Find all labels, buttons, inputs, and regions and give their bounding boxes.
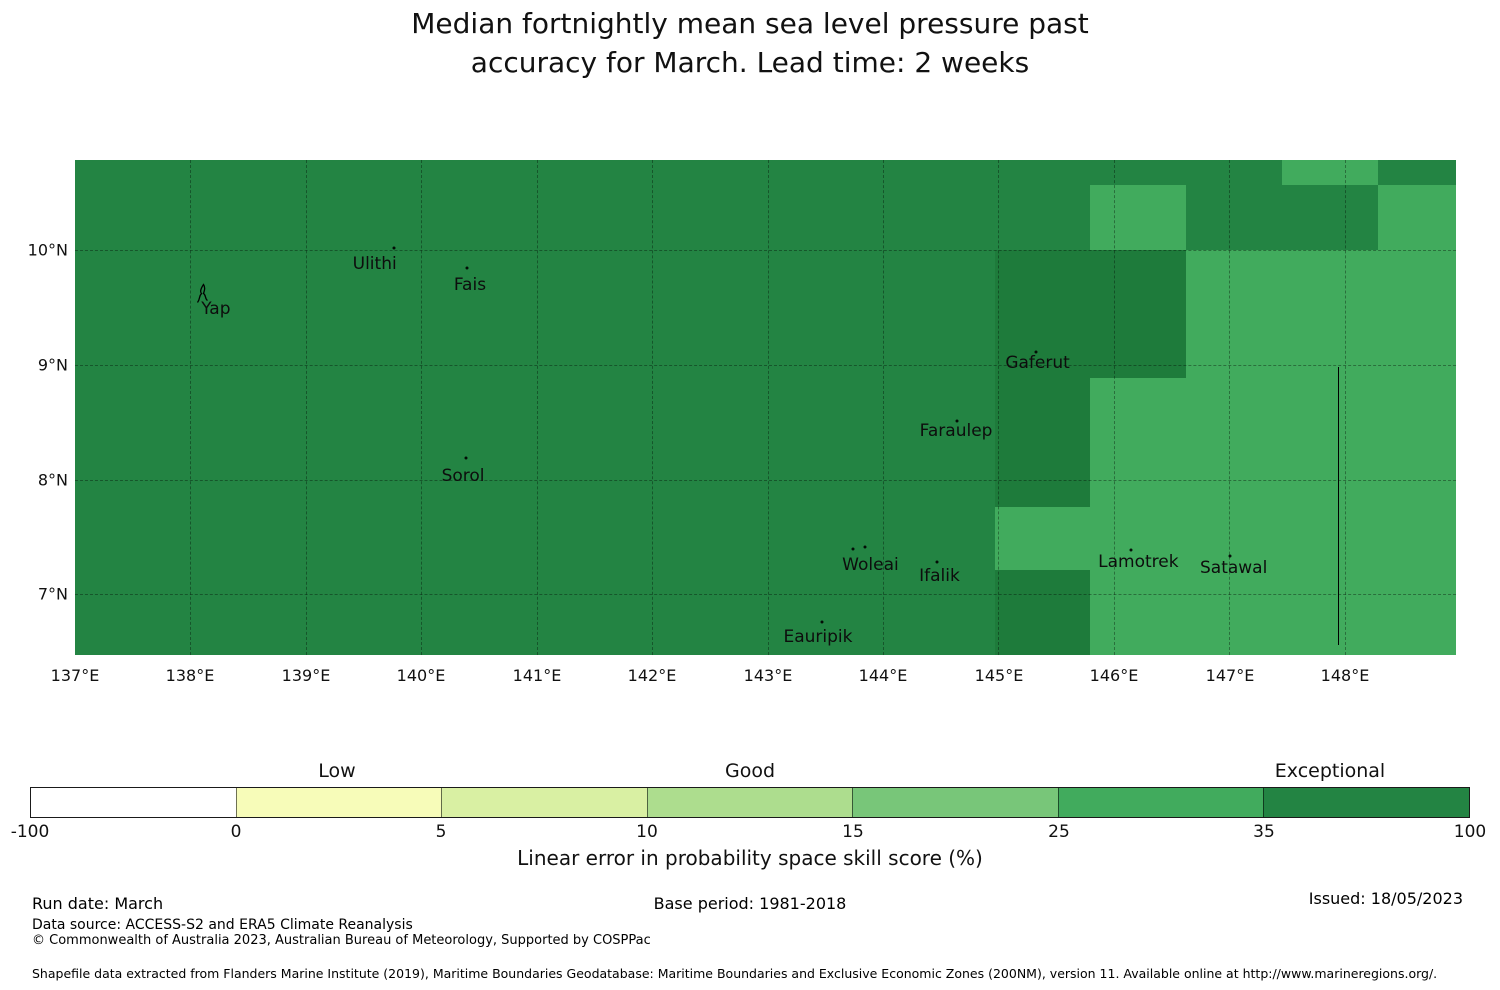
- island-marker-dot: [1129, 548, 1133, 552]
- latitude-gridline: [75, 249, 1456, 251]
- map-cell-bin-35-100: [995, 570, 1091, 655]
- footer-data-source: Data source: ACCESS-S2 and ERA5 Climate …: [32, 917, 413, 933]
- colorbar-tick-label: 0: [230, 822, 242, 842]
- island-marker-dot: [955, 419, 959, 423]
- x-tick-label: 139°E: [281, 666, 331, 685]
- map-cell-bin-25-35: [995, 506, 1091, 570]
- island-label-gaferut: Gaferut: [1005, 352, 1070, 373]
- island-label-fais: Fais: [453, 274, 487, 295]
- colorbar-segment-15to25: [852, 788, 1058, 817]
- footer-shapefile-note: Shapefile data extracted from Flanders M…: [32, 966, 1438, 981]
- latitude-gridline: [75, 364, 1456, 366]
- longitude-gridline: [1344, 160, 1346, 655]
- colorbar-segment-0to5: [235, 788, 442, 817]
- colorbar-segment-10to15: [646, 788, 853, 817]
- island-label-woleai: Woleai: [842, 554, 899, 575]
- footer-copyright: © Commonwealth of Australia 2023, Austra…: [32, 933, 651, 948]
- map-cell-bin-25-35: [1090, 377, 1186, 655]
- island-marker-dot: [465, 266, 469, 270]
- map-cell-bin-35-100: [995, 249, 1186, 378]
- y-tick-label: 9°N: [37, 355, 68, 375]
- island-marker-dot: [1228, 554, 1232, 558]
- colorbar-tick-label: 100: [1453, 822, 1487, 842]
- footer-run-date: Run date: March: [32, 894, 164, 913]
- eez-boundary-line: [1338, 366, 1340, 645]
- x-tick-label: 147°E: [1205, 666, 1255, 685]
- map-plot-area: Yap Ulithi Fais Sorol Gaferut Faraulep Woleai I…: [75, 160, 1456, 655]
- longitude-gridline: [190, 160, 192, 655]
- x-tick-label: 143°E: [743, 666, 793, 685]
- x-tick-label: 137°E: [50, 666, 100, 685]
- longitude-gridline: [652, 160, 654, 655]
- colorbar-segment-5to10: [441, 788, 647, 817]
- colorbar-tick-label: 10: [636, 822, 658, 842]
- colorbar-tick-label: 35: [1253, 822, 1275, 842]
- longitude-gridline: [883, 160, 885, 655]
- map-cell-bin-25-35: [1281, 160, 1378, 185]
- x-tick-label: 140°E: [396, 666, 446, 685]
- colorbar-segment-25to35: [1057, 788, 1264, 817]
- island-marker-dot: [1034, 350, 1038, 354]
- x-tick-label: 145°E: [974, 666, 1024, 685]
- island-label-lamotrek: Lamotrek: [1098, 551, 1179, 572]
- island-marker-dot: [392, 246, 396, 250]
- chart-title: Median fortnightly mean sea level pressu…: [0, 4, 1500, 82]
- y-tick-label: 8°N: [37, 470, 68, 490]
- x-tick-label: 144°E: [858, 666, 908, 685]
- longitude-gridline: [536, 160, 538, 655]
- longitude-gridline: [998, 160, 1000, 655]
- footer-issued-date: Issued: 18/05/2023: [1308, 889, 1463, 908]
- island-label-eauripik: Eauripik: [783, 627, 853, 648]
- colorbar-category-low: Low: [318, 760, 356, 782]
- x-tick-label: 141°E: [512, 666, 562, 685]
- colorbar-axis-label: Linear error in probability space skill …: [517, 846, 983, 870]
- longitude-gridline: [1229, 160, 1231, 655]
- footer-base-period: Base period: 1981-2018: [653, 894, 847, 913]
- island-label-sorol: Sorol: [441, 465, 485, 486]
- y-tick-label: 7°N: [37, 584, 68, 604]
- island-marker-dot: [935, 560, 939, 564]
- x-tick-label: 138°E: [165, 666, 215, 685]
- colorbar-tick-label: -100: [10, 822, 50, 842]
- colorbar-category-good: Good: [724, 760, 776, 782]
- colorbar-category-exceptional: Exceptional: [1274, 760, 1386, 782]
- island-label-yap: Yap: [201, 298, 231, 319]
- island-marker-dot: [863, 545, 867, 549]
- latitude-gridline: [75, 480, 1456, 482]
- x-tick-label: 142°E: [627, 666, 677, 685]
- island-label-ifalik: Ifalik: [919, 565, 960, 586]
- colorbar-segment-35to100: [1263, 788, 1470, 817]
- island-label-ulithi: Ulithi: [352, 253, 397, 274]
- colorbar-tick-label: 5: [435, 822, 447, 842]
- colorbar: [30, 787, 1470, 818]
- map-cell-bin-35-100: [995, 377, 1091, 507]
- colorbar-tick-label: 25: [1048, 822, 1070, 842]
- latitude-gridline: [75, 594, 1456, 596]
- map-cell-bin-25-35: [1186, 249, 1456, 655]
- island-marker-dot: [464, 456, 468, 460]
- x-tick-label: 148°E: [1320, 666, 1370, 685]
- map-cell-bin-25-35: [1377, 184, 1456, 250]
- longitude-gridline: [421, 160, 423, 655]
- island-label-satawal: Satawal: [1199, 557, 1268, 578]
- colorbar-tick-label: 15: [842, 822, 864, 842]
- chart-title-line2: accuracy for March. Lead time: 2 weeks: [470, 46, 1030, 79]
- longitude-gridline: [1113, 160, 1115, 655]
- y-tick-label: 10°N: [27, 240, 68, 260]
- island-marker-dot: [820, 620, 824, 624]
- colorbar-segment--100to0: [31, 788, 236, 817]
- island-marker-dot: [851, 547, 854, 551]
- island-label-faraulep: Faraulep: [919, 421, 993, 442]
- chart-title-line1: Median fortnightly mean sea level pressu…: [411, 7, 1089, 40]
- longitude-gridline: [767, 160, 769, 655]
- longitude-gridline: [305, 160, 307, 655]
- yap-island-outline: [196, 283, 211, 309]
- x-tick-label: 146°E: [1089, 666, 1139, 685]
- map-cell-bin-25-35: [1090, 184, 1186, 250]
